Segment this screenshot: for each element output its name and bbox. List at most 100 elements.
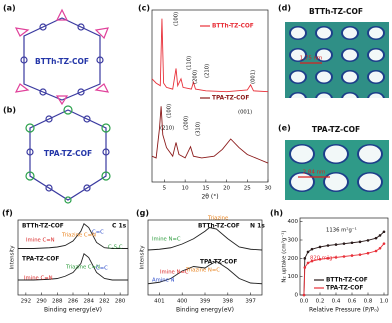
series-name: BTTh-TZ-COF [212,24,254,30]
annotation: Triazine C=N [65,265,100,271]
panel-label: (g) [136,209,149,218]
y-axis-label: N₂ uptake (cm³g⁻¹) [281,230,288,282]
y-axis-label: Intensity [10,245,16,270]
x-tick-label: 30 [265,186,272,192]
x-tick-label: 286 [68,299,79,305]
annotation: Amine N [152,278,175,284]
annotation: (001) [238,110,252,116]
point [358,253,362,256]
annotation: 820 m²g⁻¹ [310,255,337,262]
annotation: (100) [174,12,180,26]
point [350,241,354,245]
point [326,244,330,247]
series-line [147,260,263,285]
point [306,261,310,265]
point [302,293,306,297]
series-name: TPA-TZ-COF [326,286,363,292]
x-tick-label: 398 [223,299,234,305]
point [374,236,378,240]
x-tick-label: 5 [163,186,167,192]
point [350,254,354,257]
plot-frame [299,217,389,296]
annotation: (210) [160,126,174,132]
x-axis-label: Binding energy(eV) [176,307,234,314]
annotation: Imine C=N [24,276,53,282]
pore-image [285,140,389,200]
series-line [151,18,269,93]
y-tick-label: 200 [288,256,299,262]
x-tick-label: 284 [83,299,94,305]
structure-title: BTTh-TZ-COF [35,57,89,66]
point [334,243,338,246]
pore-size: 2.84 nm [303,170,326,176]
series-line [18,252,128,281]
annotation: (100) [167,104,173,118]
point [374,249,378,253]
annotation: Imine N=C [152,237,181,243]
point [310,247,314,251]
structure-title: TPA-TZ-COF [44,149,92,158]
annotation: (200) [193,70,199,84]
annotation: Triazine [207,216,228,222]
point [378,246,382,250]
x-tick-label: 282 [99,299,110,305]
x-tick-label: 10 [182,186,189,192]
annotation: Imine N=C [160,270,189,276]
x-tick-label: 20 [223,186,230,192]
pore-image [285,22,389,98]
series-name: BTTh-TZ-COF [198,224,240,230]
x-tick-label: 0.0 [300,299,309,305]
x-axis-label: Binding energy(eV) [44,307,102,314]
x-tick-label: 290 [36,299,47,305]
x-tick-label: 292 [21,299,32,305]
y-axis-label: Intensity [140,245,146,270]
panel-label: (a) [3,4,16,13]
panel-label: (c) [138,4,150,13]
point [378,234,382,237]
annotation: Triazine C=N [61,233,96,239]
x-tick-label: 280 [115,299,126,305]
annotation: C=C [96,266,108,272]
point [334,256,338,259]
annotation: 1136 m²g⁻¹ [326,227,357,234]
point [318,245,322,249]
series-line [151,106,269,164]
point [358,240,362,244]
series-name: TPA-TZ-COF [212,96,249,102]
point [382,230,386,234]
panel-label: (d) [278,4,291,13]
panel-label: (b) [3,106,16,115]
series-name: TPA-TZ-COF [200,260,237,266]
y-tick-label: 400 [288,219,299,225]
series-name: BTTh-TZ-COF [326,278,368,284]
x-tick-label: 1.0 [380,299,389,305]
structure-a [14,8,110,106]
point [366,239,370,242]
plot-frame [151,9,269,183]
annotation: C=C [92,230,104,236]
annotation: (210) [205,64,211,78]
x-tick-label: 399 [200,299,211,305]
series-line [18,223,128,249]
annotation: Triazine N=C [185,268,220,274]
panel-label: (h) [270,209,283,218]
point [306,250,310,254]
x-tick-label: 0.2 [316,299,325,305]
pore-size: 1.75 nm [300,56,323,62]
panel-label: (e) [278,124,291,133]
y-tick-label: 300 [288,238,299,244]
structure-b [25,105,111,204]
pore-title: TPA-TZ-COF [312,125,360,134]
series-line [147,227,263,251]
pore-title: BTTh-TZ-COF [309,7,363,16]
series-name: BTTh-TZ-COF [22,224,64,230]
point [326,257,330,260]
point [318,257,322,261]
x-tick-label: 0.4 [332,299,341,305]
point [310,259,314,263]
x-tick-label: 0.8 [364,299,373,305]
x-tick-label: 401 [154,299,165,305]
x-tick-label: 0.6 [348,299,357,305]
